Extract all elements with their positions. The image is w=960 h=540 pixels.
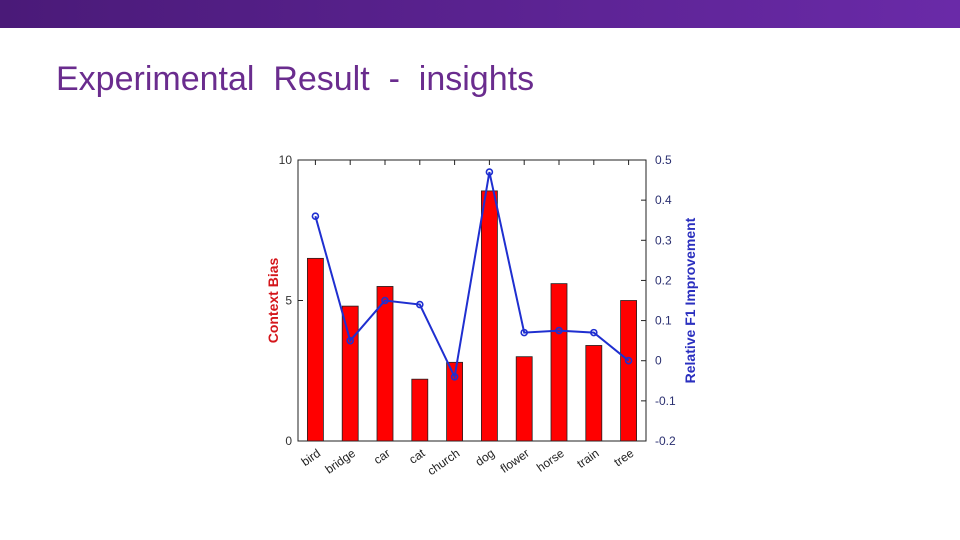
right-tick-label: 0.2 xyxy=(655,273,672,287)
category-label-train: train xyxy=(574,446,601,471)
f1-line xyxy=(314,171,630,381)
category-label-flower: flower xyxy=(498,446,532,476)
f1-point-flower xyxy=(520,328,529,337)
left-axis-title: Context Bias xyxy=(265,258,281,344)
right-tick-label: 0 xyxy=(655,354,662,368)
category-label-car: car xyxy=(371,446,393,467)
category-label-bridge: bridge xyxy=(323,446,359,477)
bar-horse xyxy=(550,283,568,442)
f1-point-bridge xyxy=(346,336,355,345)
f1-point-horse xyxy=(555,326,563,335)
bar-cat xyxy=(411,378,429,442)
f1-point-dog xyxy=(485,168,494,176)
right-tick-label: 0.3 xyxy=(655,233,672,247)
bar-bird xyxy=(306,257,324,442)
right-tick-label: -0.2 xyxy=(655,434,676,448)
right-tick-label: 0.5 xyxy=(655,153,672,167)
left-tick-label: 10 xyxy=(279,153,293,167)
category-label-horse: horse xyxy=(534,446,567,475)
right-tick-label: 0.1 xyxy=(655,314,672,328)
left-tick-label: 5 xyxy=(285,294,292,308)
slide-title: Experimental Result - insights xyxy=(56,60,535,98)
bar-car xyxy=(376,286,394,442)
bar-train xyxy=(585,345,603,442)
right-axis-title: Relative F1 Improvement xyxy=(682,217,698,383)
right-tick-label: -0.1 xyxy=(655,394,676,408)
f1-point-bird xyxy=(311,212,320,220)
right-tick-label: 0.4 xyxy=(655,193,672,207)
category-label-cat: cat xyxy=(406,446,428,467)
category-label-church: church xyxy=(425,446,463,478)
bar-dog xyxy=(480,190,498,442)
left-tick-label: 0 xyxy=(285,434,292,448)
top-accent-bar xyxy=(0,0,960,28)
category-label-dog: dog xyxy=(473,446,497,469)
bar-tree xyxy=(620,300,637,442)
f1-point-church xyxy=(450,372,459,381)
f1-point-train xyxy=(589,328,598,337)
bar-church xyxy=(446,361,464,442)
category-label-bird: bird xyxy=(299,446,323,469)
f1-point-car xyxy=(381,296,389,305)
f1-point-cat xyxy=(415,300,424,309)
bar-flower xyxy=(515,356,533,442)
category-label-tree: tree xyxy=(611,446,636,470)
f1-point-tree xyxy=(624,356,633,365)
bar-bridge xyxy=(341,305,359,442)
